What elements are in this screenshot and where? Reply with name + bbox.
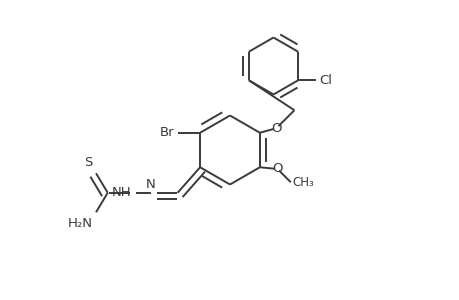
Text: Cl: Cl [319,74,331,87]
Text: Br: Br [160,126,174,139]
Text: NH: NH [111,186,131,199]
Text: CH₃: CH₃ [291,176,313,189]
Text: O: O [270,122,281,135]
Text: S: S [84,156,93,169]
Text: N: N [145,178,155,191]
Text: O: O [271,162,282,175]
Text: H₂N: H₂N [67,217,93,230]
